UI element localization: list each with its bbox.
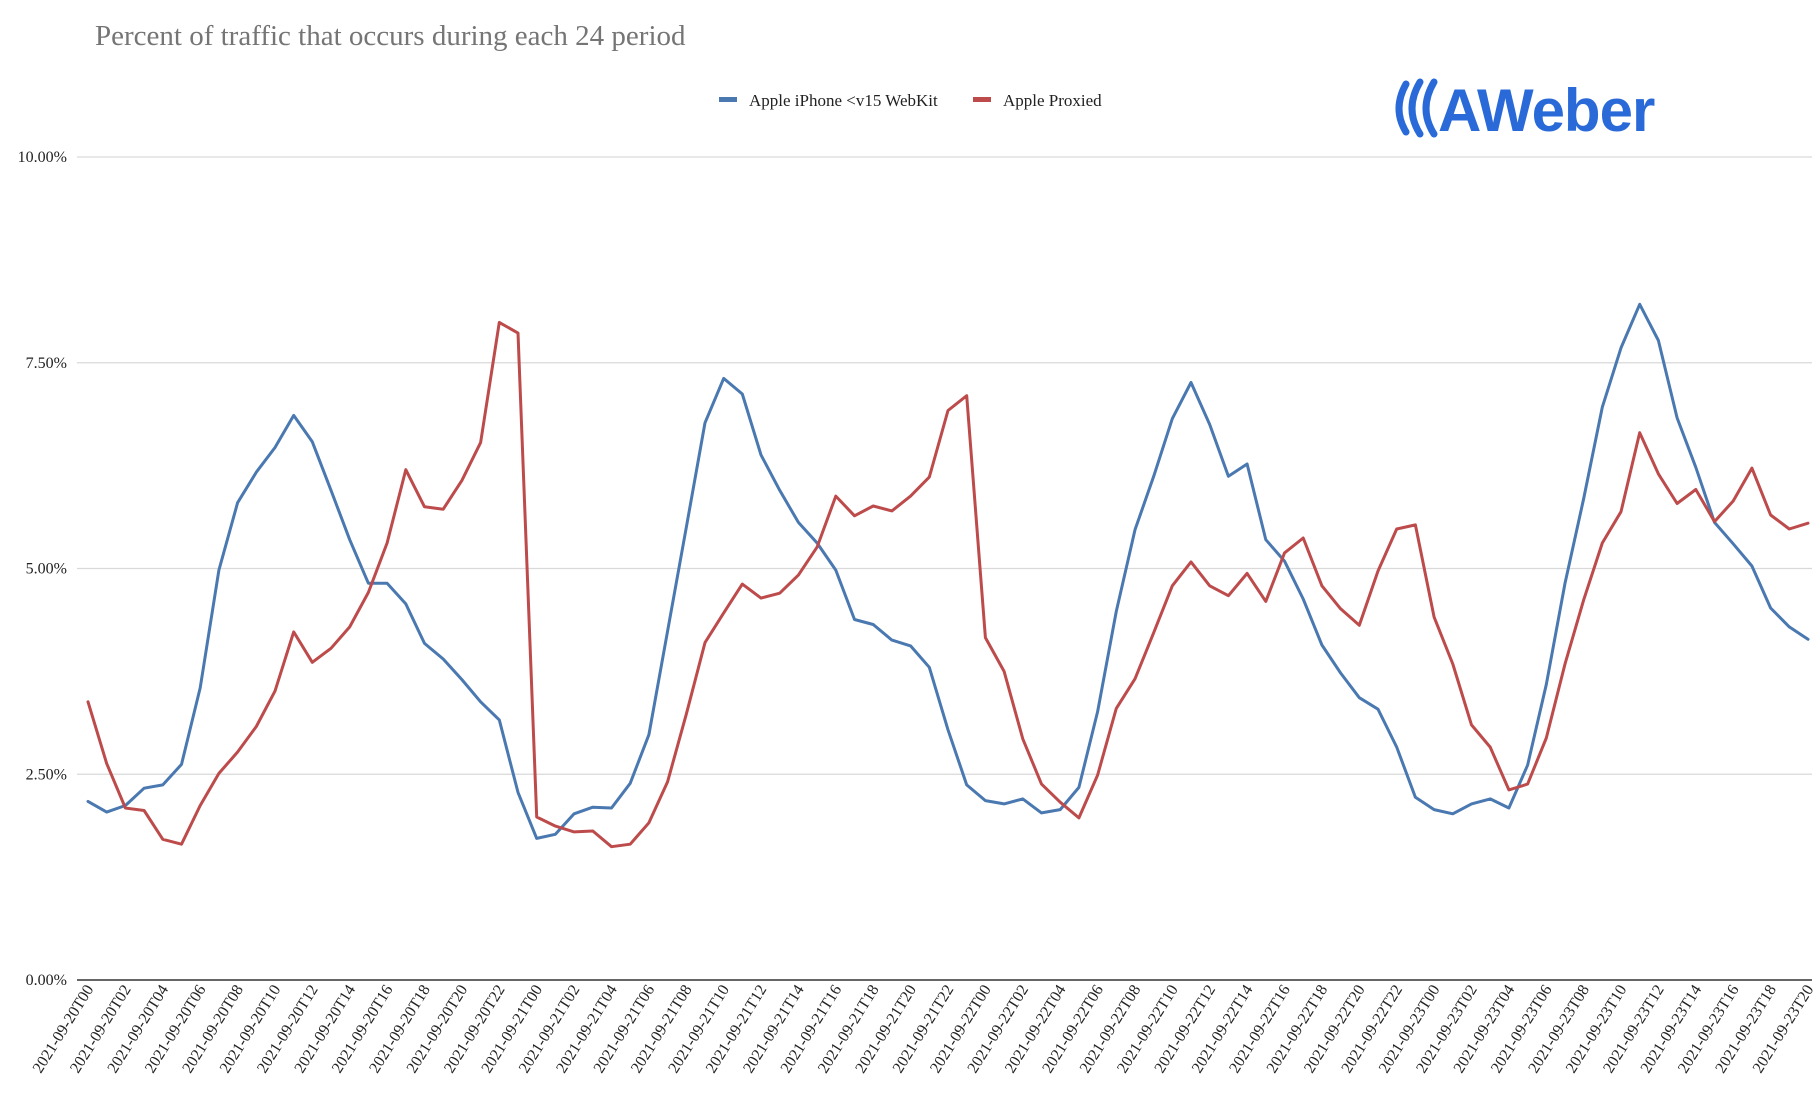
legend-swatch-apple-proxied [973, 97, 991, 102]
legend-label-iphone-webkit: Apple iPhone <v15 WebKit [749, 91, 938, 110]
y-tick-label: 10.00% [18, 149, 67, 166]
y-tick-label: 7.50% [26, 355, 67, 372]
series-line-iphone-webkit [86, 302, 1810, 840]
legend-label-apple-proxied: Apple Proxied [1003, 91, 1102, 110]
gridlines [77, 156, 1812, 775]
aweber-logo-mark-icon [1395, 78, 1438, 138]
legend-swatch-iphone-webkit [719, 97, 737, 102]
aweber-logo-text: AWeber [1438, 77, 1655, 144]
y-tick-label: 5.00% [26, 561, 67, 578]
y-axis-ticks: 0.00% 2.50% 5.00% 7.50% 10.00% [18, 149, 67, 989]
series-lines [86, 302, 1810, 849]
aweber-logo: AWeber [1395, 77, 1656, 144]
y-tick-label: 0.00% [26, 972, 67, 989]
chart-title: Percent of traffic that occurs during ea… [95, 20, 686, 52]
legend: Apple iPhone <v15 WebKit Apple Proxied [719, 91, 1102, 110]
x-axis-ticks: 2021-09-20T002021-09-20T022021-09-20T042… [30, 982, 1816, 1076]
y-tick-label: 2.50% [26, 766, 67, 783]
series-line-apple-proxied [86, 320, 1810, 849]
